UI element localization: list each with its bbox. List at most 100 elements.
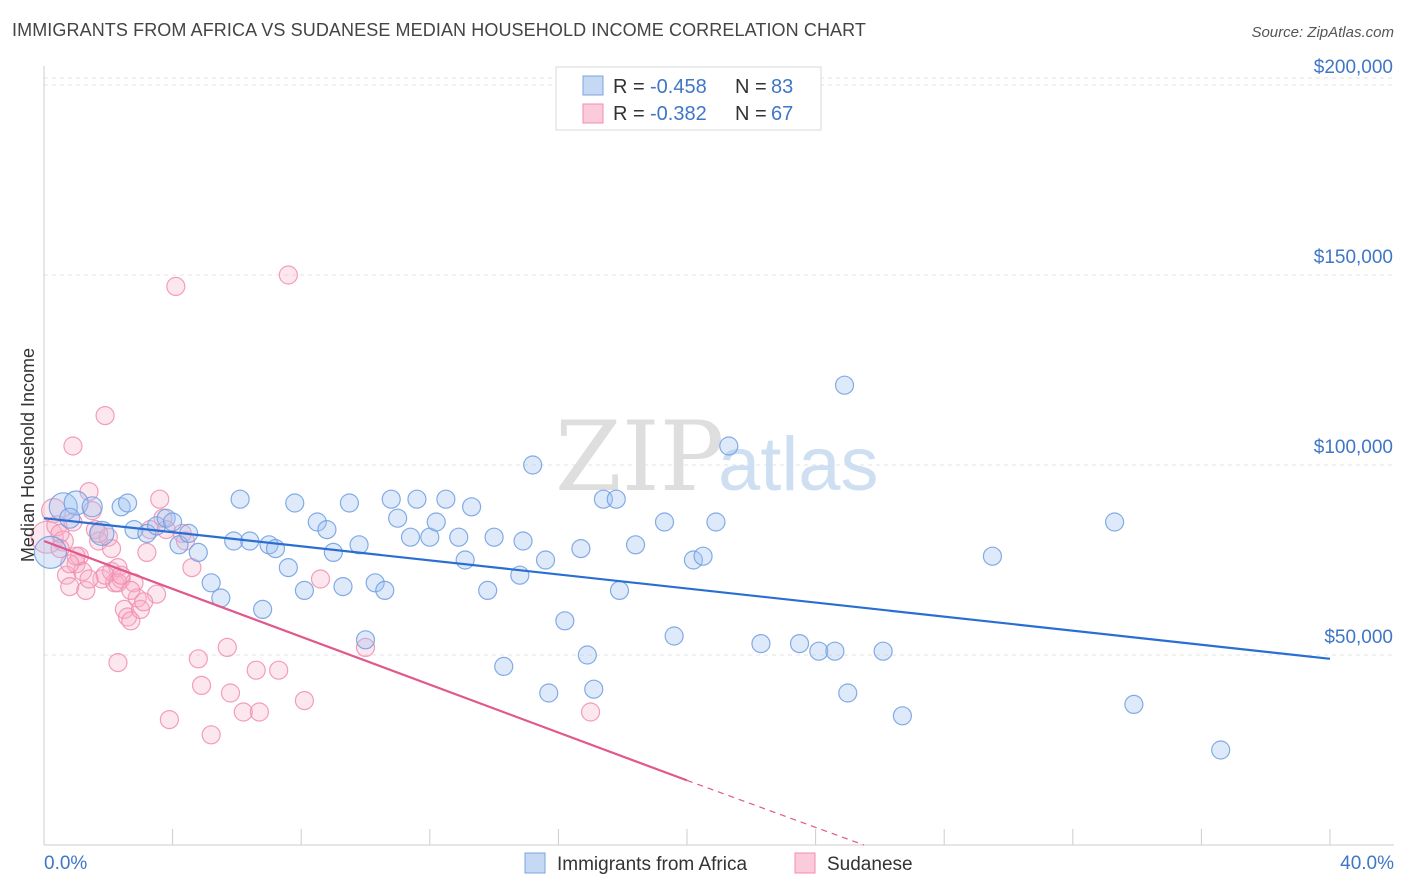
africa-point bbox=[400, 527, 421, 547]
africa-point bbox=[834, 375, 855, 395]
africa-point bbox=[59, 507, 81, 529]
africa-point bbox=[339, 493, 360, 513]
africa-point bbox=[224, 531, 244, 551]
africa-point bbox=[693, 546, 713, 566]
sudanese-point bbox=[580, 702, 601, 722]
sudanese-point bbox=[137, 542, 157, 563]
africa-point bbox=[494, 656, 514, 677]
africa-point bbox=[664, 626, 684, 646]
sudanese-point bbox=[191, 675, 212, 696]
grid-lines bbox=[44, 77, 1394, 656]
watermark: ZIP atlas bbox=[555, 401, 879, 513]
sudanese-point bbox=[294, 690, 315, 711]
africa-point bbox=[349, 535, 369, 555]
y-tick-label: $50,000 bbox=[1324, 627, 1393, 648]
africa-point bbox=[455, 550, 475, 570]
africa-point bbox=[163, 512, 183, 532]
africa-point bbox=[436, 489, 456, 509]
sudanese-point bbox=[188, 649, 208, 669]
legend-n-label-2: N = bbox=[735, 103, 767, 125]
africa-point bbox=[449, 527, 469, 547]
africa-point bbox=[461, 497, 482, 517]
africa-point bbox=[982, 546, 1003, 566]
africa-point bbox=[577, 645, 597, 665]
africa-point bbox=[751, 633, 771, 654]
africa-point bbox=[825, 641, 845, 661]
africa-point bbox=[188, 542, 208, 563]
africa-point bbox=[838, 683, 858, 703]
africa-point bbox=[683, 550, 704, 570]
y-tick-label: $200,000 bbox=[1314, 57, 1393, 78]
legend-r-label-1: R = bbox=[613, 76, 645, 98]
africa-point bbox=[719, 436, 739, 456]
africa-point bbox=[278, 557, 298, 578]
africa-point bbox=[535, 550, 556, 570]
sudanese-point bbox=[98, 527, 118, 547]
africa-point bbox=[333, 576, 353, 597]
africa-point bbox=[873, 641, 893, 661]
africa-point bbox=[1211, 740, 1231, 760]
sudanese-point bbox=[79, 569, 99, 589]
africa-point bbox=[484, 527, 504, 547]
africa-point bbox=[539, 683, 559, 703]
legend-swatch-africa bbox=[582, 75, 604, 96]
y-tick-labels: $50,000 $100,000 $150,000 $200,000 bbox=[1314, 57, 1393, 648]
africa-point bbox=[89, 520, 115, 547]
sudanese-point bbox=[233, 702, 253, 722]
sudanese-point bbox=[108, 652, 128, 673]
africa-point bbox=[478, 580, 498, 601]
africa-trend-line bbox=[43, 517, 1331, 660]
africa-point bbox=[201, 573, 221, 593]
bottom-legend-swatch-sudanese bbox=[794, 852, 816, 874]
y-axis-label: Median Household Income bbox=[18, 348, 38, 562]
legend-n-value-1: 83 bbox=[771, 76, 793, 98]
sudanese-point bbox=[355, 637, 376, 658]
sudanese-point bbox=[150, 489, 170, 509]
sudanese-point bbox=[217, 637, 237, 658]
watermark-atlas: atlas bbox=[718, 422, 879, 507]
sudanese-point bbox=[60, 576, 80, 597]
stats-legend: R = -0.458 N = 83 R = -0.382 N = 67 bbox=[555, 66, 822, 131]
sudanese-point bbox=[95, 406, 115, 426]
africa-point bbox=[706, 512, 726, 532]
africa-point bbox=[892, 706, 913, 726]
axes bbox=[43, 66, 1394, 846]
sudanese-point bbox=[220, 683, 241, 703]
africa-point bbox=[789, 633, 810, 654]
africa-point bbox=[381, 489, 401, 509]
africa-point bbox=[81, 496, 103, 518]
chart-title: IMMIGRANTS FROM AFRICA VS SUDANESE MEDIA… bbox=[12, 20, 867, 40]
africa-point bbox=[513, 531, 533, 551]
sudanese-trend-extension bbox=[686, 779, 865, 846]
africa-point bbox=[609, 580, 630, 601]
sudanese-point bbox=[249, 702, 270, 722]
africa-point bbox=[365, 573, 385, 593]
sudanese-trend-line bbox=[43, 539, 688, 782]
africa-point bbox=[571, 538, 591, 559]
bottom-legend-sudanese: Sudanese bbox=[827, 854, 913, 875]
africa-point bbox=[654, 512, 675, 532]
africa-point bbox=[606, 489, 626, 509]
sudanese-point bbox=[201, 725, 221, 745]
africa-point bbox=[809, 641, 829, 661]
trend-lines bbox=[43, 517, 1331, 846]
sudanese-point bbox=[50, 523, 70, 544]
africa-point bbox=[407, 489, 427, 509]
sudanese-point bbox=[63, 436, 83, 456]
africa-point bbox=[1124, 694, 1144, 715]
africa-point bbox=[285, 493, 305, 513]
africa-point bbox=[1104, 512, 1125, 532]
sudanese-point bbox=[166, 276, 186, 296]
bottom-legend-swatch-africa bbox=[524, 852, 546, 874]
africa-point bbox=[523, 455, 543, 475]
sudanese-point bbox=[121, 580, 141, 601]
sudanese-point bbox=[76, 580, 96, 601]
sudanese-point bbox=[134, 592, 154, 612]
legend-n-value-2: 67 bbox=[771, 103, 793, 125]
sudanese-point bbox=[246, 660, 266, 680]
africa-points bbox=[33, 375, 1231, 760]
africa-point bbox=[375, 580, 395, 601]
y-tick-label: $150,000 bbox=[1314, 247, 1393, 268]
africa-point bbox=[584, 679, 604, 699]
